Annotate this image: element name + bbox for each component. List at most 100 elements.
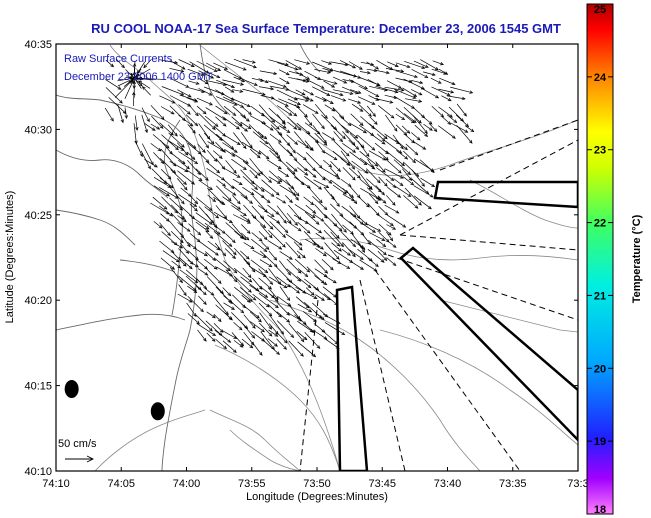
current-vector [225,233,236,244]
current-vector [332,116,349,134]
current-vector [178,284,187,297]
current-vector [286,258,302,274]
current-vector [242,106,252,116]
current-vector [198,112,216,131]
current-vector [375,69,390,75]
current-vector [234,286,253,302]
current-vector [360,61,375,66]
current-vector [242,267,252,279]
current-vector [233,58,257,69]
current-vector [304,122,321,135]
current-vector [187,296,204,313]
current-vector [331,242,342,252]
current-vector [198,295,207,305]
current-vector [124,107,128,119]
current-vector [177,293,193,303]
current-vector [171,260,182,269]
current-vector [306,168,317,178]
annotation-line-1: Raw Surface Currents [64,53,173,65]
current-vector [322,132,336,141]
current-vector [305,159,316,172]
current-vector [234,121,249,132]
colorbar-tick-label: 25 [594,4,606,16]
y-tick-label: 40:35 [24,39,52,51]
current-vector [169,60,186,70]
current-vector [446,114,458,123]
current-vector [329,167,339,178]
current-vector [287,116,302,131]
x-tick-label: 74:05 [107,478,135,490]
current-vector [279,77,290,85]
current-vector [369,232,386,241]
current-vector [295,71,311,80]
y-tick-label: 40:20 [24,295,52,307]
current-vector [359,71,371,75]
current-vector [170,230,184,244]
current-vector [188,80,200,85]
current-vector [196,323,217,337]
current-vector [215,205,228,220]
annotation-line-2: December 23 2006 1400 GMT [64,71,213,83]
current-vector [294,258,311,273]
current-vector [450,86,474,94]
current-vector [357,241,366,253]
current-vector [138,80,151,89]
current-vector [276,311,291,323]
current-vector [150,143,162,152]
current-vector [241,294,251,303]
colorbar-ticks: 25 24 23 22 21 20 19 18 [587,3,613,516]
current-vector [204,115,219,127]
current-vector [360,116,375,130]
current-vector [258,230,268,241]
current-vector [402,168,413,182]
colorbar: 25 24 23 22 21 20 19 18 Temperature (°C) [586,3,643,516]
current-vector [242,160,261,177]
current-vector [401,125,411,134]
current-vector [179,242,190,254]
current-vector [311,86,331,96]
current-vector [143,59,152,69]
current-vector [215,338,227,350]
current-vector [205,160,221,174]
current-vector [306,184,323,204]
current-vector [215,89,235,101]
current-vector [242,175,258,191]
current-vector [358,85,380,97]
current-vector [279,260,292,276]
current-vector [357,215,368,226]
current-vector [215,96,238,106]
current-vector [212,223,226,234]
current-vector [240,121,252,130]
x-tick-label: 73:35 [499,478,527,490]
current-vector [222,311,233,321]
current-vector [177,178,188,191]
current-vector [411,79,424,85]
current-vector [350,113,364,127]
current-vector [260,250,278,268]
current-vector [197,77,209,85]
current-vector [341,248,351,256]
current-vector [233,322,243,331]
current-vector [169,95,192,107]
current-vector [294,204,316,219]
current-vector [330,61,349,67]
current-vector [359,259,378,272]
current-vector [295,286,318,299]
current-vector [195,212,213,225]
current-vector [304,78,325,89]
current-vector [403,150,416,164]
current-vector [207,194,217,203]
current-vector [357,140,370,158]
current-vector [385,150,406,167]
current-vector [222,142,238,153]
current-vector [279,286,291,302]
current-vector [243,314,256,329]
current-vector [348,194,358,205]
current-vector [276,114,286,126]
current-vector [321,96,334,104]
current-vector [132,80,137,98]
current-vector [333,140,350,157]
current-vector [296,250,306,259]
current-vector [259,215,274,230]
x-axis: 74:10 74:05 74:00 73:55 73:50 73:45 73:40 73:35… [42,44,589,490]
